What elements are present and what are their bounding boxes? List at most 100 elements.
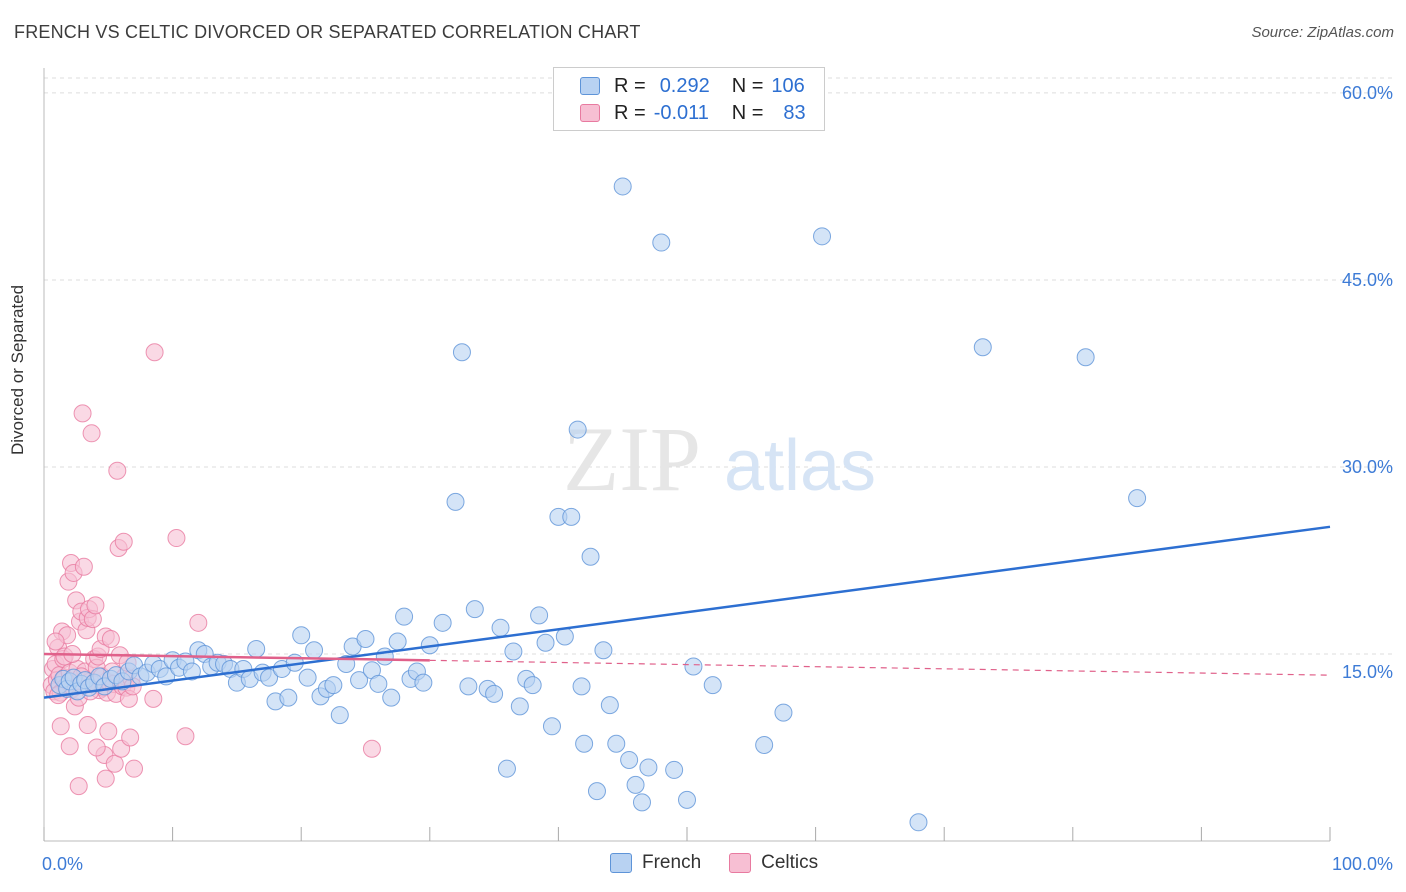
french-point — [703, 676, 722, 695]
celtics-point — [99, 722, 118, 741]
chart-title: FRENCH VS CELTIC DIVORCED OR SEPARATED C… — [14, 22, 641, 42]
celtics-point — [73, 404, 92, 423]
axes — [43, 68, 1331, 842]
celtics-point — [101, 630, 120, 649]
celtics-point — [74, 557, 93, 576]
n-value: 83 — [783, 101, 806, 124]
celtics-point — [105, 754, 124, 773]
french-point — [813, 227, 832, 246]
french-point — [774, 703, 793, 722]
legend-row-french: R = 0.292 N = 106 — [580, 74, 805, 98]
french-point — [433, 613, 452, 632]
french-point — [369, 674, 388, 693]
french-point — [607, 734, 626, 753]
french-point — [247, 639, 266, 658]
r-value: 0.292 — [659, 74, 710, 97]
french-swatch — [580, 77, 600, 95]
french-point — [632, 793, 651, 812]
celtics-point — [60, 737, 79, 756]
celtics-point — [144, 689, 163, 708]
correlation-legend: R = 0.292 N = 106 R = -0.011 N = 83 — [553, 67, 825, 131]
french-point — [562, 507, 581, 526]
french-point — [414, 673, 433, 692]
french-point — [459, 677, 478, 696]
french-point — [305, 641, 324, 660]
french-point — [446, 492, 465, 511]
y-tick-label: 30.0% — [1342, 457, 1393, 477]
french-point — [639, 758, 658, 777]
celtics-point — [87, 738, 106, 757]
french-point — [324, 676, 343, 695]
r-label: R = — [614, 74, 646, 97]
french-point — [182, 662, 201, 681]
french-point — [350, 671, 369, 690]
celtics-point — [145, 343, 164, 362]
celtics-points — [42, 343, 381, 796]
french-point — [581, 547, 600, 566]
celtics-point — [82, 424, 101, 443]
legend-row-celtics: R = -0.011 N = 83 — [580, 101, 806, 125]
celtics-point — [125, 759, 144, 778]
celtics-point — [46, 632, 65, 651]
watermark-atlas: atlas — [724, 426, 876, 506]
n-value: 106 — [771, 74, 805, 97]
celtics-point — [96, 769, 115, 788]
french-trend-line — [43, 525, 1331, 699]
french-point — [356, 630, 375, 649]
french-point — [973, 338, 992, 357]
french-point — [536, 633, 555, 652]
french-point — [1128, 489, 1147, 508]
french-point — [555, 627, 574, 646]
french-point — [909, 813, 928, 832]
n-label: N = — [731, 74, 764, 97]
celtics-point — [167, 529, 186, 548]
celtics-swatch — [580, 104, 600, 122]
legend-item-french: French — [610, 852, 701, 874]
r-label: R = — [614, 101, 646, 124]
celtics-point — [362, 739, 381, 758]
celtics-point — [121, 728, 140, 747]
french-point — [755, 735, 774, 754]
french-point — [485, 684, 504, 703]
series-legend: French Celtics — [610, 852, 846, 874]
french-point — [465, 600, 484, 619]
french-point — [330, 706, 349, 725]
y-tick-label: 15.0% — [1342, 662, 1393, 682]
x-tick-label: 100.0% — [1332, 854, 1393, 874]
french-point — [395, 607, 414, 626]
source-label: Source: ZipAtlas.com — [1251, 24, 1394, 41]
n-label: N = — [731, 101, 764, 124]
legend-item-celtics: Celtics — [729, 852, 818, 874]
french-point — [504, 642, 523, 661]
x-tick-label: 0.0% — [42, 854, 83, 874]
french-point — [497, 759, 516, 778]
french-point — [678, 790, 696, 809]
celtics-point — [86, 596, 105, 615]
french-point — [587, 782, 606, 801]
french-point — [613, 177, 632, 196]
french-point — [620, 750, 639, 769]
celtics-point — [78, 716, 97, 735]
french-point — [665, 760, 684, 779]
y-tick-label: 60.0% — [1342, 83, 1393, 103]
celtics-point — [176, 727, 195, 746]
french-point — [260, 668, 279, 687]
watermark: ZIP atlas — [563, 408, 876, 510]
legend-label-celtics: Celtics — [761, 852, 819, 873]
french-swatch — [610, 853, 632, 873]
french-point — [523, 676, 542, 695]
french-point — [510, 697, 529, 716]
french-point — [575, 734, 594, 753]
celtics-trend-line — [43, 652, 430, 662]
french-point — [382, 688, 401, 707]
french-point — [298, 668, 317, 687]
french-point — [626, 775, 645, 794]
french-point — [652, 233, 671, 252]
celtics-trend-line-dashed — [429, 659, 1331, 676]
french-point — [279, 688, 298, 707]
french-point — [572, 677, 591, 696]
french-point — [1076, 348, 1095, 367]
french-point — [452, 343, 471, 362]
celtics-point — [69, 777, 88, 796]
